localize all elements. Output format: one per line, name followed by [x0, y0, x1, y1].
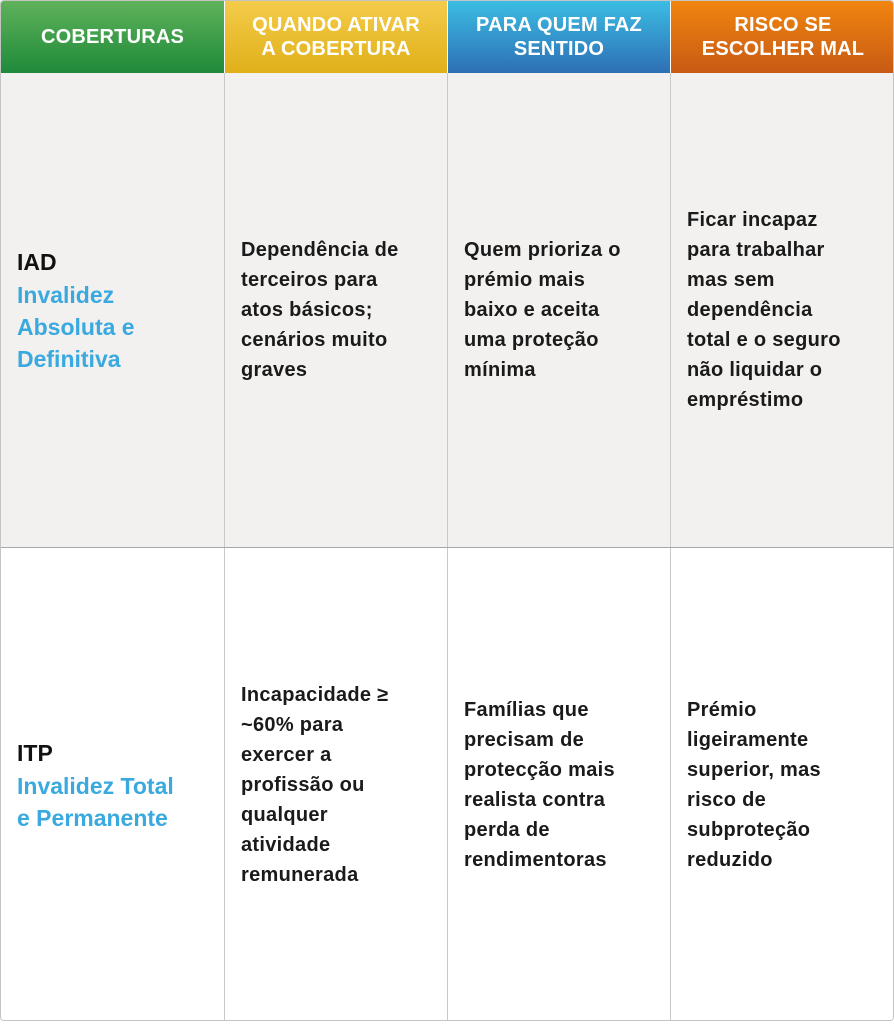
risk-text: Ficar incapaz para trabalhar mas sem dep… — [687, 209, 841, 411]
header-risco: RISCO SE ESCOLHER MAL — [671, 1, 893, 73]
header-coberturas: COBERTURAS — [1, 1, 224, 73]
when-cell: Dependência de terceiros para atos básic… — [225, 73, 448, 547]
coverage-cell: IAD Invalidez Absoluta e Definitiva — [1, 73, 225, 547]
table-row-iad: IAD Invalidez Absoluta e Definitiva Depe… — [1, 73, 893, 548]
who-text: Quem prioriza o prémio mais baixo e acei… — [464, 239, 621, 381]
when-cell: Incapacidade ≥ ~60% para exercer a profi… — [225, 548, 448, 1020]
risk-text: Prémio ligeiramente superior, mas risco … — [687, 699, 821, 871]
table-row-itp: ITP Invalidez Total e Permanente Incapac… — [1, 548, 893, 1020]
coverage-code: IAD — [17, 248, 57, 275]
risk-cell: Prémio ligeiramente superior, mas risco … — [671, 548, 893, 1020]
who-text: Famílias que precisam de protecção mais … — [464, 699, 615, 871]
when-text: Dependência de terceiros para atos básic… — [241, 239, 399, 381]
coverage-name: Invalidez Absoluta e Definitiva — [17, 281, 135, 372]
header-quando-ativar: QUANDO ATIVAR A COBERTURA — [225, 1, 447, 73]
risk-cell: Ficar incapaz para trabalhar mas sem dep… — [671, 73, 893, 547]
coverage-code: ITP — [17, 739, 53, 766]
coverage-cell: ITP Invalidez Total e Permanente — [1, 548, 225, 1020]
header-para-quem: PARA QUEM FAZ SENTIDO — [448, 1, 670, 73]
who-cell: Famílias que precisam de protecção mais … — [448, 548, 671, 1020]
coverage-name: Invalidez Total e Permanente — [17, 772, 174, 831]
when-text: Incapacidade ≥ ~60% para exercer a profi… — [241, 684, 389, 886]
who-cell: Quem prioriza o prémio mais baixo e acei… — [448, 73, 671, 547]
